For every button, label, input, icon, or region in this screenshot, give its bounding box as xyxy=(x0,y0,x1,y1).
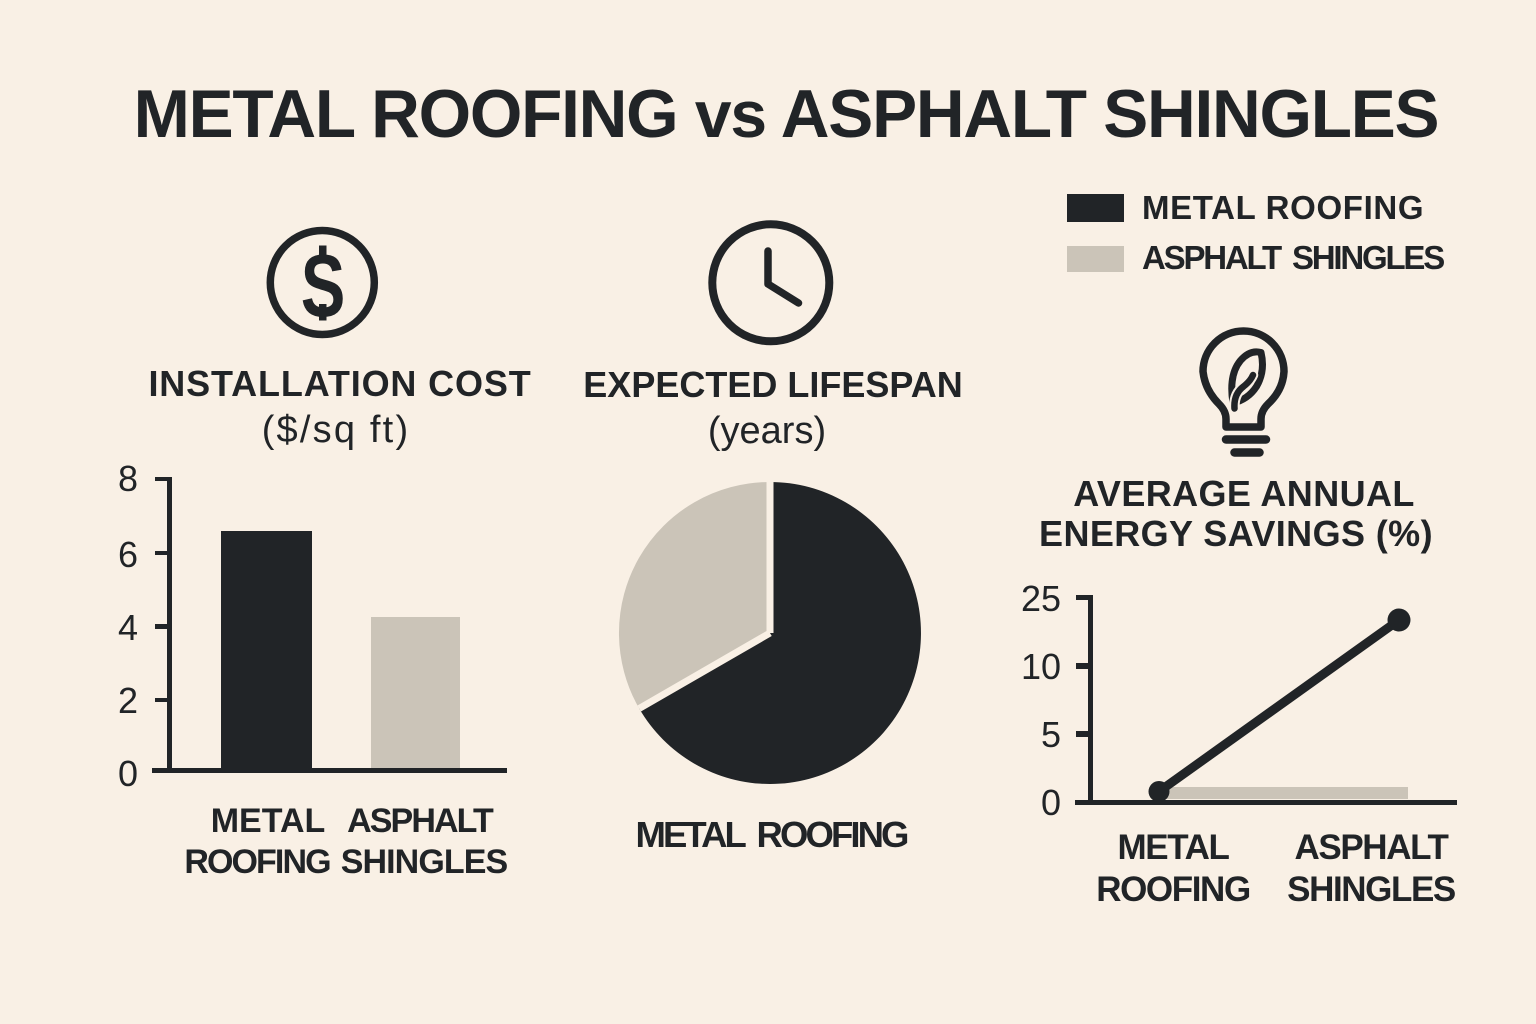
svg-text:S: S xyxy=(301,236,346,335)
